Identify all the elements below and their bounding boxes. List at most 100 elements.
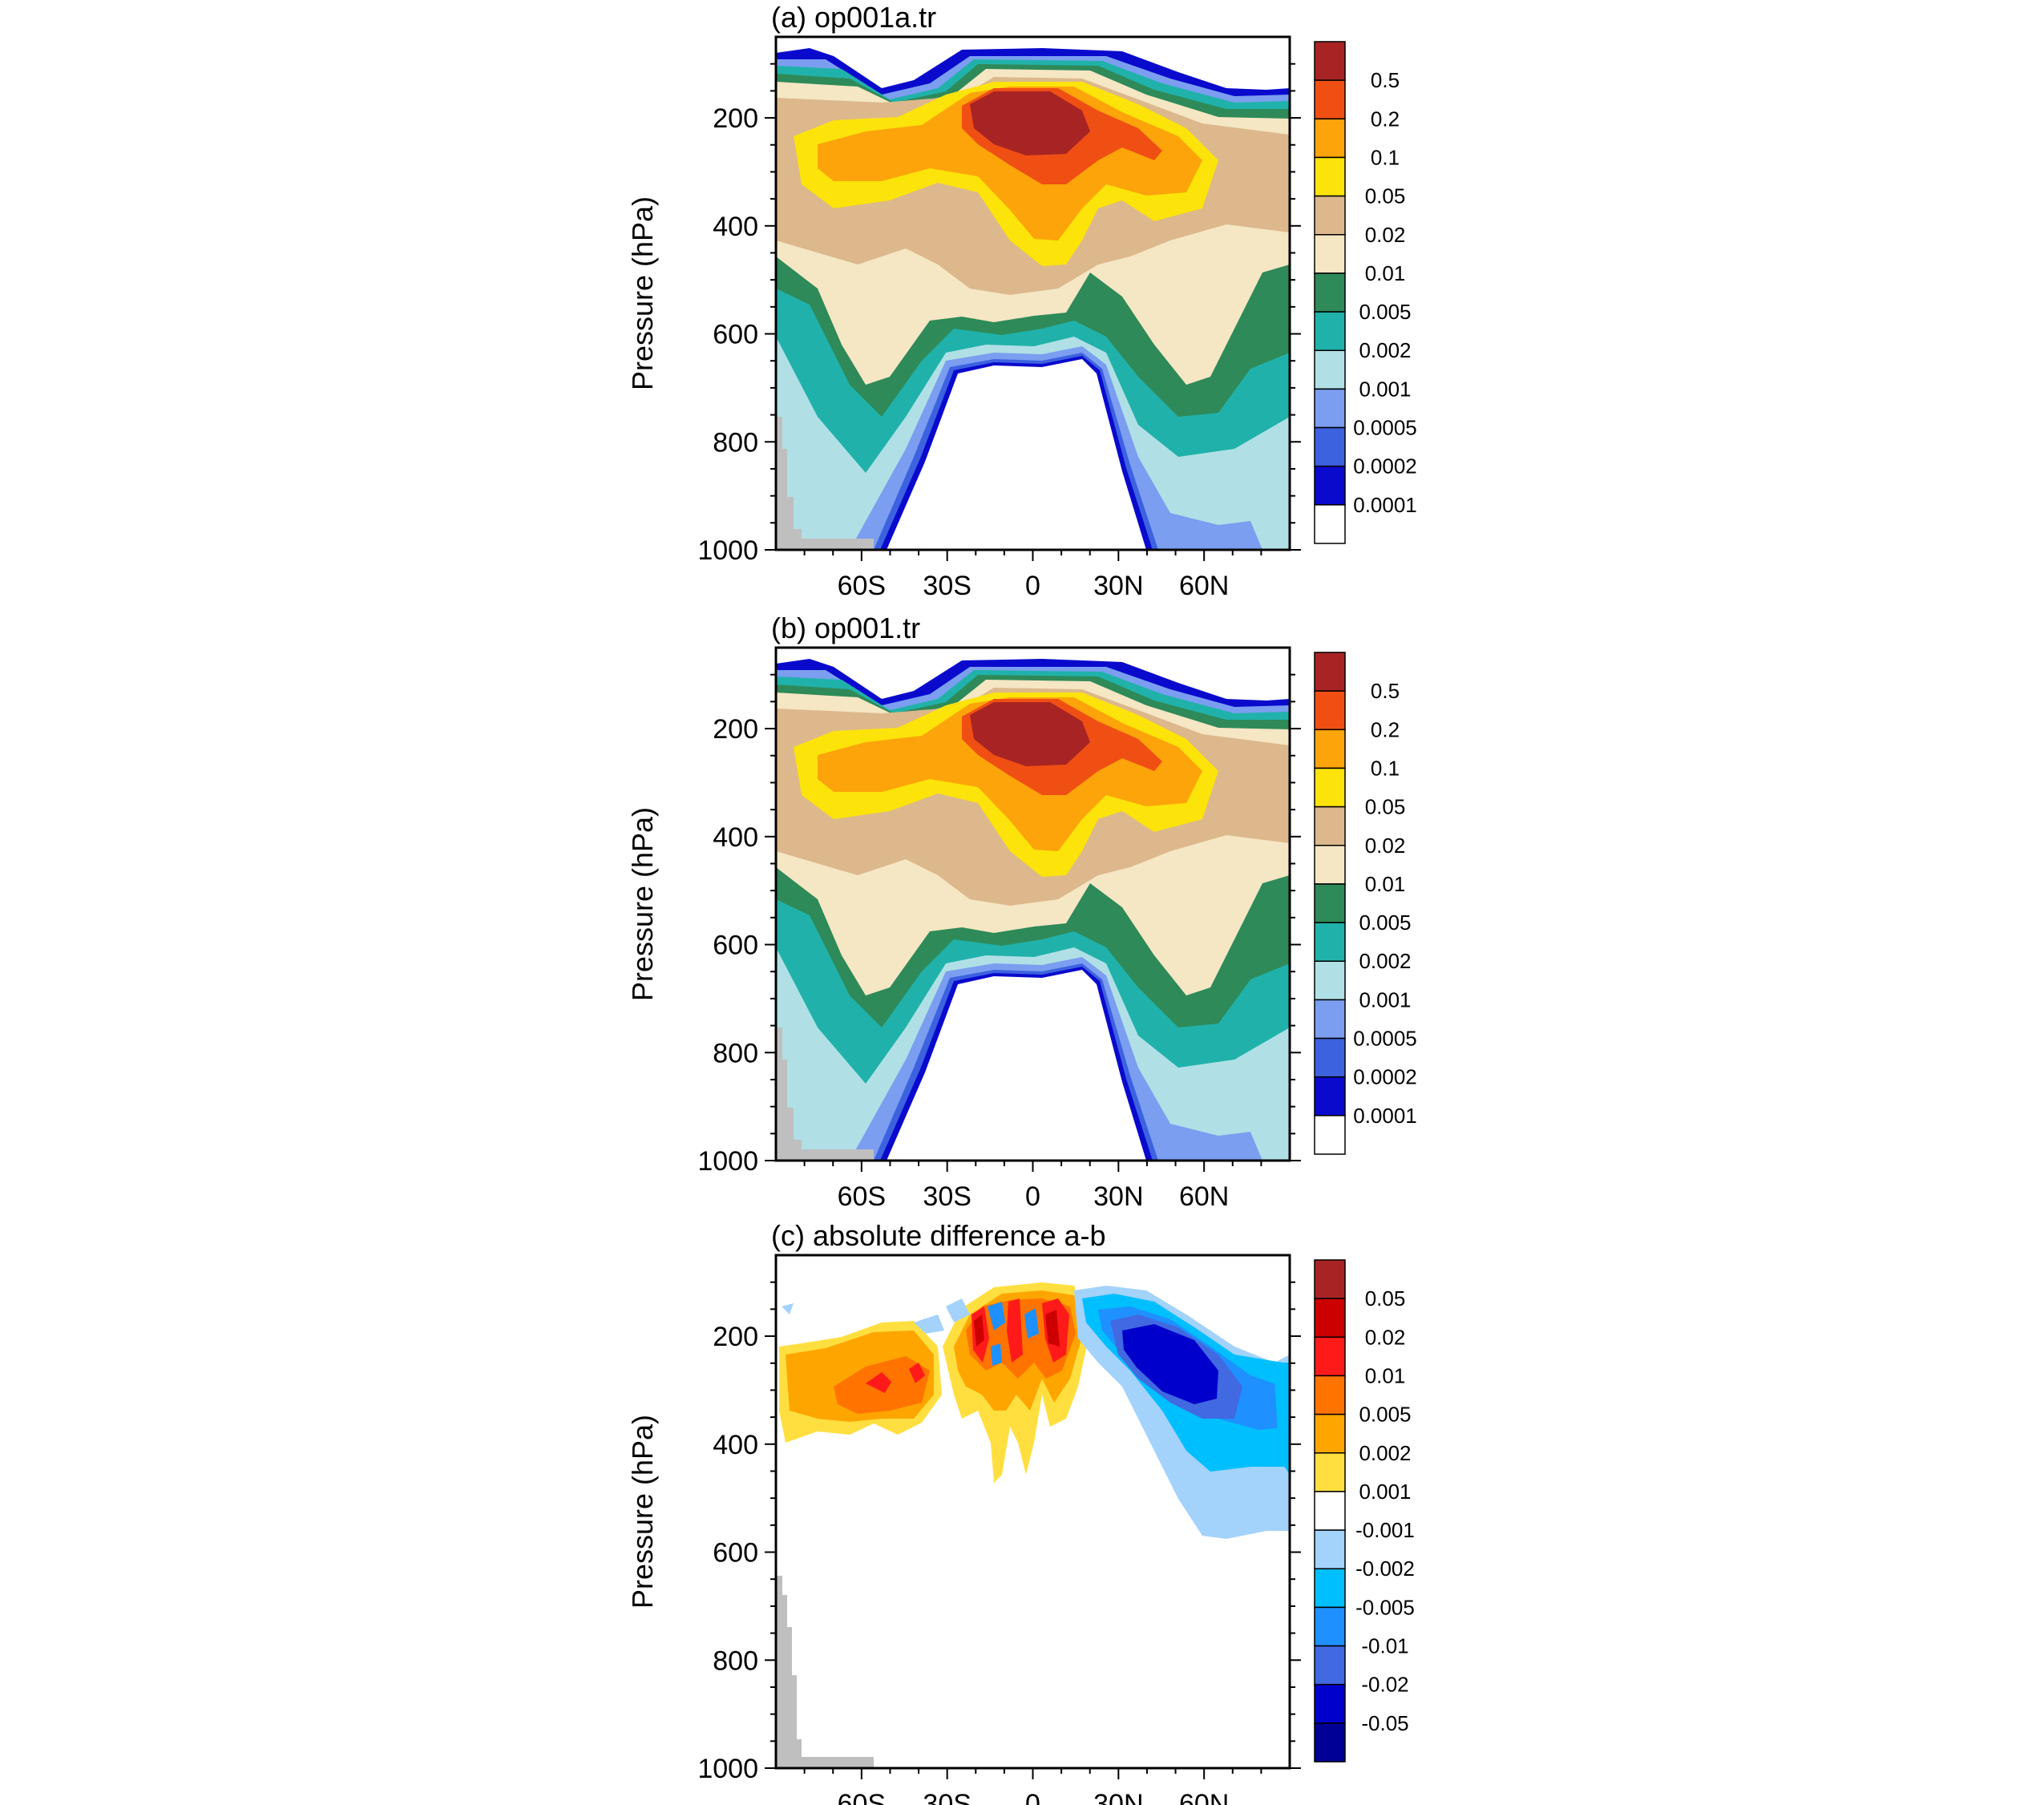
colorbar-swatch (1314, 1568, 1346, 1609)
panel-c-colorbar: 0.05 0.02 0.01 0.005 0.002 0.001 -0.001 -0.002 -… (1314, 1259, 1415, 1763)
panel-a-x-axis: 60S 30S 0 30N 60N (803, 550, 1262, 601)
colorbar-swatch (1314, 806, 1346, 846)
panel-c: (c) absolute difference a-b Pressure (hP… (626, 1219, 1415, 1805)
colorbar-swatch (1314, 388, 1346, 429)
pos-001-trop (972, 1298, 1069, 1363)
pos-001-south-2 (909, 1363, 925, 1383)
colorbar-label: 0.002 (1359, 1441, 1411, 1465)
panel-b-title: (b) op001.tr (771, 612, 920, 644)
colorbar-swatch (1314, 883, 1346, 923)
colorbar-label: 0.005 (1359, 1403, 1411, 1427)
y-tick-label: 800 (713, 1038, 758, 1068)
panel-a-colorbar: 0.5 0.2 0.1 0.05 0.02 0.01 0.005 0.002 0.001 0.00… (1314, 41, 1417, 544)
colorbar-label: 0.01 (1365, 261, 1406, 285)
panel-a-y-axis: 200 400 600 800 1000 (697, 63, 1301, 566)
colorbar-swatch (1314, 273, 1346, 313)
colorbar-label: 0.1 (1371, 756, 1400, 780)
colorbar-swatch (1314, 426, 1346, 467)
colorbar-swatch (1314, 79, 1346, 120)
colorbar-swatch (1314, 1298, 1346, 1339)
neg-0001-south (782, 1303, 944, 1334)
colorbar-label: 0.001 (1359, 377, 1411, 401)
colorbar-label: 0.001 (1359, 1480, 1411, 1504)
no-data-region (887, 359, 1146, 550)
colorbar-label: 0.2 (1371, 107, 1400, 131)
panel-c-ylabel: Pressure (hPa) (626, 1415, 659, 1609)
x-tick-label: 60S (838, 1789, 887, 1805)
y-tick-label: 1000 (697, 535, 758, 566)
colorbar-label: 0.05 (1365, 795, 1406, 819)
colorbar-swatch (1314, 1452, 1346, 1492)
colorbar-label: 0.02 (1365, 1325, 1406, 1349)
colorbar-swatch (1314, 1645, 1346, 1686)
panel-a-contours (776, 37, 1290, 550)
x-tick-label: 30S (923, 1789, 972, 1805)
colorbar-label: 0.0005 (1353, 416, 1417, 440)
colorbar-swatch (1314, 41, 1346, 81)
colorbar-swatch (1314, 1413, 1346, 1454)
colorbar-swatch (1314, 465, 1346, 506)
y-tick-label: 200 (713, 1322, 758, 1352)
colorbar-label: 0.1 (1371, 145, 1400, 169)
panel-c-x-axis: 60S 30S 0 30N 60N (803, 1768, 1262, 1805)
colorbar-swatch (1314, 1529, 1346, 1569)
x-tick-label: 30N (1093, 571, 1143, 601)
x-tick-label: 30S (923, 1181, 972, 1212)
colorbar-swatch (1314, 349, 1346, 390)
y-tick-label: 800 (713, 427, 758, 458)
colorbar-swatch (1314, 845, 1346, 885)
colorbar-swatch (1314, 767, 1346, 808)
colorbar-swatch (1314, 156, 1346, 197)
panel-b-y-axis: 200 400 600 800 1000 (697, 673, 1301, 1177)
colorbar-swatch (1314, 922, 1346, 962)
colorbar-label: 0.02 (1365, 223, 1406, 247)
colorbar-label: 0.05 (1365, 1286, 1406, 1310)
colorbar-label: 0.2 (1371, 717, 1400, 741)
neg-002-north (1122, 1324, 1218, 1404)
panel-a-ylabel: Pressure (hPa) (626, 196, 659, 390)
y-tick-label: 400 (713, 822, 758, 853)
colorbar-swatch (1314, 1491, 1346, 1531)
panel-b-ylabel: Pressure (hPa) (626, 807, 659, 1001)
colorbar-label: -0.001 (1355, 1518, 1415, 1542)
colorbar-label: 0.0002 (1353, 454, 1417, 479)
panel-b-contours (776, 648, 1290, 1161)
y-tick-label: 1000 (697, 1754, 758, 1784)
pos-001-south (866, 1372, 891, 1393)
colorbar-swatch (1314, 311, 1346, 351)
panel-b-colorbar: 0.5 0.2 0.1 0.05 0.02 0.01 0.005 0.002 0.001 0.00… (1314, 652, 1417, 1155)
y-tick-label: 200 (713, 714, 758, 745)
colorbar-label: 0.01 (1365, 872, 1406, 896)
x-tick-label: 60N (1179, 1181, 1229, 1212)
colorbar-swatch (1314, 234, 1346, 274)
y-tick-label: 800 (713, 1645, 758, 1676)
colorbar-label: -0.05 (1361, 1711, 1408, 1735)
y-tick-label: 200 (713, 103, 758, 134)
colorbar-label: -0.005 (1355, 1595, 1415, 1619)
colorbar-label: 0.002 (1359, 338, 1411, 362)
colorbar-swatch (1314, 1037, 1346, 1078)
colorbar-swatch (1314, 504, 1346, 544)
panel-b: (b) op001.tr Pressure (hPa) 200 400 600 800… (626, 612, 1417, 1212)
x-tick-label: 30S (923, 571, 972, 601)
y-tick-label: 600 (713, 320, 758, 350)
colorbar-label: -0.01 (1361, 1634, 1408, 1658)
colorbar-label: 0.0001 (1353, 1104, 1417, 1128)
x-tick-label: 0 (1025, 571, 1040, 601)
panel-c-title: (c) absolute difference a-b (771, 1219, 1106, 1252)
colorbar-label: 0.001 (1359, 987, 1411, 1012)
colorbar-label: -0.02 (1361, 1673, 1408, 1697)
y-tick-label: 600 (713, 1538, 758, 1569)
level-05 (970, 91, 1090, 155)
topography (776, 417, 874, 550)
y-tick-label: 400 (713, 1430, 758, 1460)
colorbar-label: 0.5 (1371, 679, 1400, 703)
colorbar-swatch (1314, 1722, 1346, 1763)
colorbar-swatch (1314, 690, 1346, 731)
x-tick-label: 0 (1025, 1181, 1040, 1212)
topography (776, 1576, 874, 1768)
colorbar-swatch (1314, 1115, 1346, 1155)
colorbar-swatch (1314, 118, 1346, 159)
x-tick-label: 60N (1179, 1789, 1229, 1805)
